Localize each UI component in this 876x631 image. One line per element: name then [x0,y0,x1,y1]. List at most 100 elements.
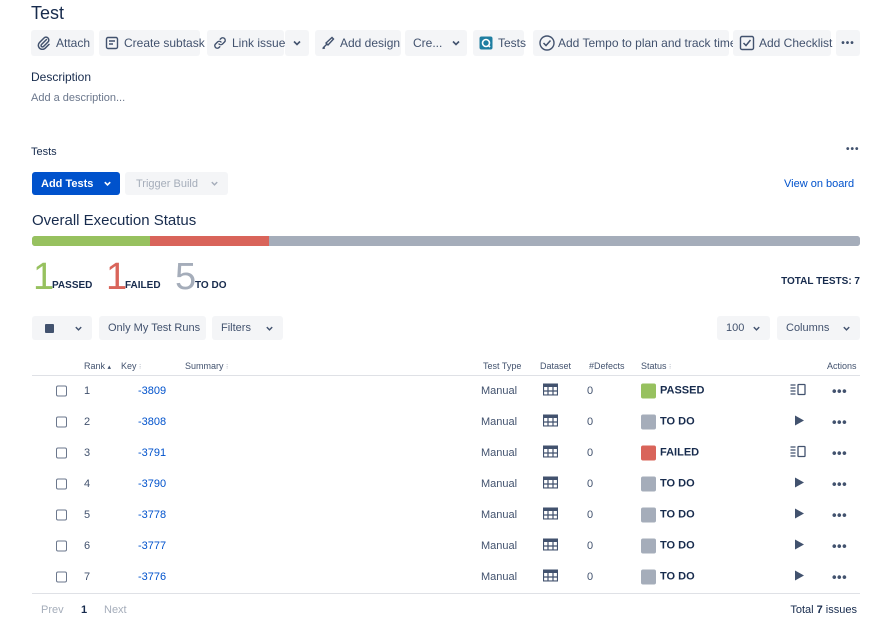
row-test-type: Manual [481,477,518,490]
pagination-prev[interactable]: Prev [41,604,64,616]
more-actions-button[interactable]: ••• [836,30,860,56]
row-more-actions[interactable]: ••• [832,476,848,491]
row-key-link[interactable]: -3791 [138,446,167,459]
table-row[interactable]: 4 -3790 Manual 0 TO DO ••• [0,468,876,499]
row-key-link[interactable]: -3809 [138,384,167,397]
dataset-grid-icon[interactable] [542,537,559,553]
play-icon[interactable] [793,476,805,491]
table-row[interactable]: 2 -3808 Manual 0 TO DO ••• [0,406,876,437]
columns-button[interactable]: Columns [777,316,860,340]
create-dropdown-button[interactable]: Cre... [405,30,467,56]
link-issue-button[interactable]: Link issue [207,30,285,56]
dataset-grid-icon[interactable] [542,506,559,522]
status-text: FAILED [660,446,700,459]
pagination-current-page[interactable]: 1 [81,604,88,616]
play-icon[interactable] [793,507,805,522]
row-checkbox[interactable] [56,478,67,489]
row-status[interactable]: TO DO [641,569,695,584]
row-status[interactable]: PASSED [641,383,704,398]
description-input[interactable]: Add a description... [31,92,126,104]
page-size-select[interactable]: 100 [717,316,770,340]
table-row[interactable]: 7 -3776 Manual 0 TO DO ••• [0,561,876,592]
table-row[interactable]: 5 -3778 Manual 0 TO DO ••• [0,499,876,530]
add-tempo-button[interactable]: Add Tempo to plan and track time [533,30,737,56]
row-defects: 0 [587,539,594,552]
tests-more-button[interactable]: ••• [846,144,860,155]
row-checkbox[interactable] [56,447,67,458]
bulk-select-dropdown[interactable] [32,316,92,340]
row-more-actions[interactable]: ••• [832,383,848,398]
todo-count: 5 [175,256,197,298]
add-tempo-label: Add Tempo to plan and track time [558,36,737,50]
row-status[interactable]: TO DO [641,507,695,522]
details-icon[interactable] [790,445,806,460]
add-design-button[interactable]: Add design [315,30,401,56]
dataset-grid-icon[interactable] [542,444,559,460]
row-key-link[interactable]: -3776 [138,570,167,583]
play-icon[interactable] [793,538,805,553]
row-status[interactable]: TO DO [641,476,695,491]
row-key-link[interactable]: -3808 [138,415,167,428]
progress-todo-segment [268,236,860,246]
row-rank: 2 [84,415,91,428]
tests-button[interactable]: Tests [473,30,527,56]
attach-button[interactable]: Attach [31,30,94,56]
row-status[interactable]: FAILED [641,445,699,460]
column-header-status[interactable]: Status ⁝ [641,361,671,371]
sort-icon: ⁝ [669,364,672,371]
filters-button[interactable]: Filters [212,316,283,340]
row-rank: 4 [84,477,91,490]
failed-label: FAILED [125,280,161,291]
row-status[interactable]: TO DO [641,538,695,553]
row-rank: 3 [84,446,91,459]
row-rank: 5 [84,508,91,521]
dataset-grid-icon[interactable] [542,382,559,398]
tests-label: Tests [498,36,527,50]
column-header-rank[interactable]: Rank ▴ [84,361,111,371]
table-row[interactable]: 6 -3777 Manual 0 TO DO ••• [0,530,876,561]
play-icon[interactable] [793,569,805,584]
row-defects: 0 [587,446,594,459]
create-subtask-button[interactable]: Create subtask [99,30,205,56]
row-more-actions[interactable]: ••• [832,569,848,584]
column-header-key[interactable]: Key ⁝ [121,361,141,371]
dataset-grid-icon[interactable] [542,475,559,491]
table-row[interactable]: 1 -3809 Manual 0 PASSED ••• [0,375,876,406]
column-header-dataset[interactable]: Dataset [540,361,572,371]
row-more-actions[interactable]: ••• [832,538,848,553]
link-issue-dropdown[interactable] [285,30,309,56]
row-test-type: Manual [481,570,518,583]
row-key-link[interactable]: -3778 [138,508,167,521]
dataset-grid-icon[interactable] [542,413,559,429]
row-checkbox[interactable] [56,540,67,551]
progress-passed-segment [32,236,151,246]
column-header-test-type[interactable]: Test Type [483,361,522,371]
column-header-summary[interactable]: Summary ⁝ [185,361,228,371]
add-checklist-button[interactable]: Add Checklist [733,30,832,56]
total-tests: TOTAL TESTS: 7 [781,276,860,287]
column-header-defects[interactable]: #Defects [589,361,625,371]
table-row[interactable]: 3 -3791 Manual 0 FAILED ••• [0,437,876,468]
row-key-link[interactable]: -3790 [138,477,167,490]
row-checkbox[interactable] [56,571,67,582]
filters-label: Filters [221,322,251,334]
play-icon[interactable] [793,414,805,429]
pagination-next[interactable]: Next [104,604,127,616]
trigger-build-button[interactable]: Trigger Build [125,172,228,195]
row-checkbox[interactable] [56,385,67,396]
status-swatch [641,507,656,522]
only-my-test-runs-button[interactable]: Only My Test Runs [99,316,206,340]
execution-progress-bar [32,236,860,246]
details-icon[interactable] [790,383,806,398]
row-status[interactable]: TO DO [641,414,695,429]
row-more-actions[interactable]: ••• [832,414,848,429]
add-tests-button[interactable]: Add Tests [32,172,120,195]
row-more-actions[interactable]: ••• [832,507,848,522]
dataset-grid-icon[interactable] [542,568,559,584]
row-checkbox[interactable] [56,509,67,520]
row-more-actions[interactable]: ••• [832,445,848,460]
view-on-board-link[interactable]: View on board [784,178,855,190]
row-checkbox[interactable] [56,416,67,427]
row-key-link[interactable]: -3777 [138,539,167,552]
design-icon [322,36,335,50]
